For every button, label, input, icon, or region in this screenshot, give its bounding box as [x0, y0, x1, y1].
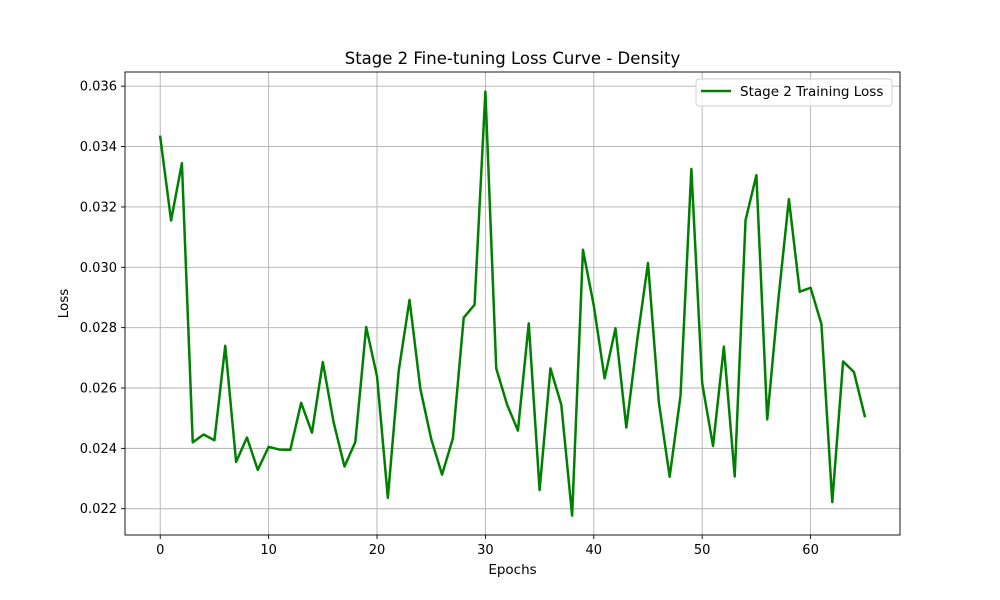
y-tick-label: 0.032 — [80, 200, 117, 215]
x-axis-label: Epochs — [488, 562, 536, 578]
y-tick-label: 0.028 — [80, 321, 117, 336]
plot-frame — [124, 71, 901, 536]
x-tick-label: 0 — [156, 543, 164, 558]
x-tick-label: 40 — [586, 543, 603, 558]
x-tick-label: 20 — [369, 543, 386, 558]
x-tick-label: 10 — [260, 543, 277, 558]
y-axis-ticks: 0.022 0.024 0.026 0.028 0.030 0.032 0.034 0.036 — [80, 80, 125, 517]
y-tick-label: 0.034 — [80, 140, 117, 155]
y-axis-label: Loss — [56, 289, 72, 319]
y-tick-label: 0.026 — [80, 382, 117, 397]
x-tick-label: 30 — [477, 543, 494, 558]
y-tick-label: 0.022 — [80, 502, 117, 517]
x-axis-ticks: 0 10 20 30 40 50 60 — [156, 535, 819, 558]
legend-box — [695, 78, 893, 107]
x-tick-label: 60 — [802, 543, 819, 558]
x-tick-label: 50 — [694, 543, 711, 558]
y-tick-label: 0.030 — [80, 261, 117, 276]
legend: Stage 2 Training Loss — [695, 78, 893, 107]
y-tick-label: 0.024 — [80, 442, 117, 457]
y-tick-label: 0.036 — [80, 80, 117, 95]
chart-title: Stage 2 Fine-tuning Loss Curve - Density — [345, 49, 681, 68]
series-line-layer — [158, 90, 867, 517]
series-line-stage-2-training-loss — [158, 90, 867, 517]
legend-label: Stage 2 Training Loss — [740, 84, 883, 100]
